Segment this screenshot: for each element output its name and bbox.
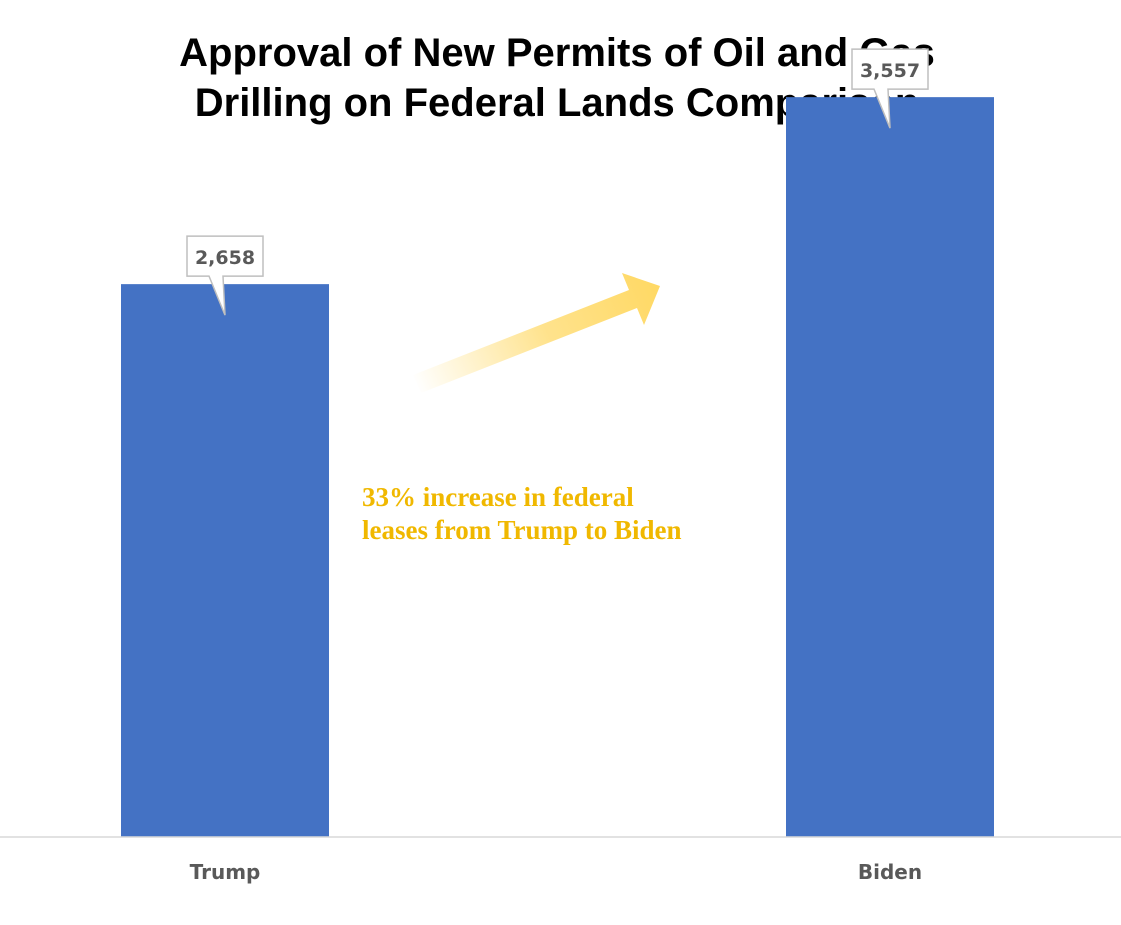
bar-biden [786,97,994,838]
plot-area: 2,658 Trump 3,557 Biden [121,48,994,884]
data-label-biden: 3,557 [860,60,920,82]
increase-arrow-icon [413,273,660,393]
annotation-line-2: leases from Trump to Biden [362,515,682,545]
data-label-callout-trump [186,235,264,316]
annotation-line-1: 33% increase in federal [362,482,634,512]
x-tick-label-biden: Biden [858,860,922,884]
chart-title-line-1: Approval of New Permits of Oil and Gas [179,31,935,75]
bar-trump [121,284,329,837]
data-label-callout-biden [851,48,929,129]
x-tick-label-trump: Trump [190,860,261,884]
data-label-trump: 2,658 [195,247,255,269]
